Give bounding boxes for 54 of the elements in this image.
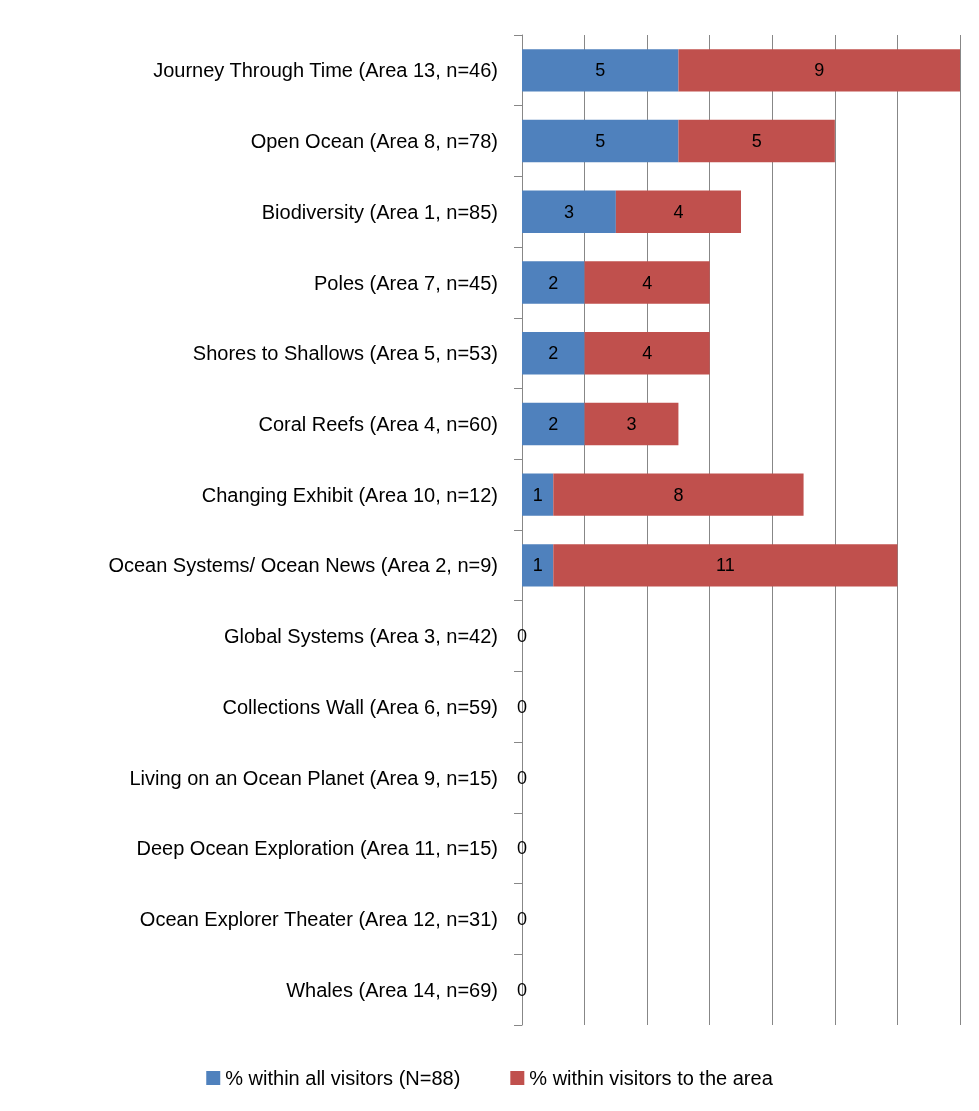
bar [584, 332, 710, 375]
bar [553, 544, 898, 587]
y-tick-label: Whales (Area 14, n=69) [286, 978, 498, 1001]
data-label: 5 [595, 60, 606, 81]
bar [678, 119, 835, 163]
bar [522, 190, 616, 233]
y-tick-label: Journey Through Time (Area 13, n=46) [153, 59, 498, 82]
y-tick-label: Open Ocean (Area 8, n=78) [250, 130, 498, 153]
y-tick-label: Coral Reefs (Area 4, n=60) [258, 412, 498, 435]
y-tick-label: Poles (Area 7, n=45) [314, 271, 498, 294]
bar [522, 261, 585, 304]
data-label: 4 [642, 272, 653, 293]
y-tick-label: Living on an Ocean Planet (Area 9, n=15) [129, 766, 498, 789]
bar [522, 544, 554, 587]
data-label: 0 [516, 696, 528, 717]
data-label: 11 [716, 555, 735, 576]
y-tick-label: Ocean Systems/ Ocean News (Area 2, n=9) [108, 554, 498, 577]
bar [522, 49, 679, 92]
y-tick-label: Deep Ocean Exploration (Area 11, n=15) [136, 837, 498, 860]
data-label: 0 [516, 979, 528, 1000]
data-label: 5 [751, 131, 762, 152]
data-label: 0 [516, 838, 528, 859]
data-label: 4 [673, 201, 684, 222]
y-tick-label: Collections Wall (Area 6, n=59) [222, 695, 498, 718]
bar [522, 119, 679, 163]
data-label: 0 [516, 908, 528, 929]
bar [553, 473, 804, 516]
data-label: 2 [548, 272, 559, 293]
legend-label: % within all visitors (N=88) [225, 1067, 461, 1089]
bar [678, 49, 960, 92]
data-label: 1 [532, 555, 543, 576]
data-label: 2 [548, 413, 559, 434]
bar [522, 473, 554, 516]
y-tick-label: Shores to Shallows (Area 5, n=53) [192, 342, 498, 365]
data-label: 2 [548, 343, 559, 364]
data-label: 5 [595, 131, 606, 152]
y-tick-label: Biodiversity (Area 1, n=85) [261, 200, 498, 223]
y-tick-label: Changing Exhibit (Area 10, n=12) [201, 483, 498, 506]
y-tick-label: Ocean Explorer Theater (Area 12, n=31) [139, 907, 498, 930]
data-label: 1 [532, 484, 543, 505]
bar [522, 332, 585, 375]
data-label: 0 [516, 767, 528, 788]
data-label: 9 [814, 60, 825, 81]
data-label: 4 [642, 343, 653, 364]
bar [522, 402, 585, 446]
legend-label: % within visitors to the area [529, 1067, 774, 1089]
bar [615, 190, 741, 233]
data-label: 3 [626, 413, 637, 434]
data-label: 3 [563, 201, 574, 222]
data-label: 8 [673, 484, 684, 505]
y-tick-label: Global Systems (Area 3, n=42) [223, 625, 498, 648]
data-label: 0 [516, 626, 528, 647]
bar [584, 261, 710, 304]
bar [584, 402, 679, 446]
